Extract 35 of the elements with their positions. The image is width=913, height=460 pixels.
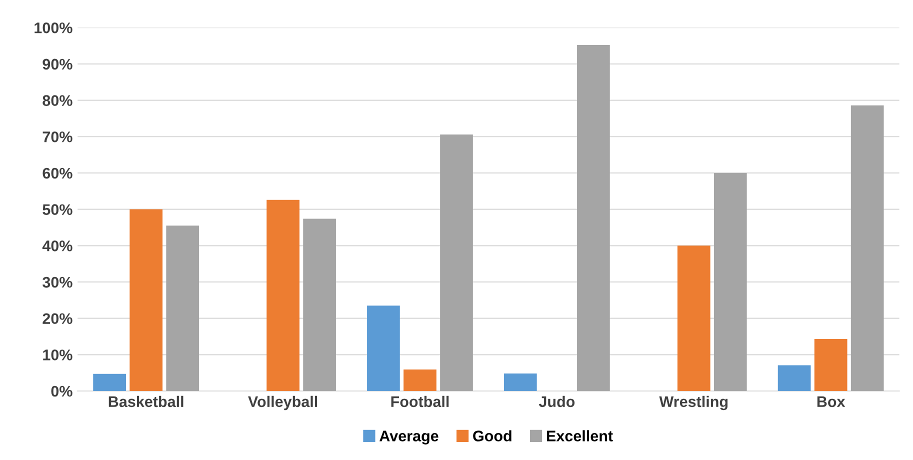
bar <box>93 374 126 391</box>
legend-label: Excellent <box>546 430 613 442</box>
bar <box>266 200 300 391</box>
y-tick-label: 70% <box>42 131 72 142</box>
y-tick-label: 40% <box>42 240 72 252</box>
x-tick-label: Judo <box>538 396 575 408</box>
x-tick-label: Wrestling <box>659 396 728 410</box>
y-tick-label: 50% <box>42 204 72 215</box>
bar <box>130 209 163 391</box>
y-tick-label: 20% <box>42 313 72 324</box>
bar <box>440 134 473 391</box>
bar <box>504 374 537 391</box>
x-tick-label: Box <box>817 396 846 408</box>
bar <box>303 218 336 391</box>
bar <box>778 365 811 391</box>
y-tick-label: 0% <box>51 386 72 397</box>
bar <box>714 172 747 391</box>
y-tick-label: 90% <box>42 58 72 70</box>
bar <box>367 306 400 391</box>
y-tick-label: 30% <box>42 276 72 288</box>
bar <box>577 45 610 391</box>
y-tick-label: 10% <box>43 350 72 360</box>
bar <box>850 105 884 391</box>
legend-label: Average <box>380 430 438 444</box>
bar <box>814 339 848 391</box>
y-tick-label: 80% <box>42 95 72 106</box>
y-tick-label: 100% <box>34 22 72 34</box>
y-tick-label: 60% <box>42 168 72 179</box>
x-tick-label: Football <box>391 396 449 408</box>
bar <box>404 370 436 391</box>
legend-label: Good <box>473 430 512 442</box>
x-tick-label: Basketball <box>108 396 184 408</box>
bar <box>166 226 200 391</box>
bar <box>677 246 710 391</box>
x-tick-label: Volleyball <box>248 396 318 410</box>
